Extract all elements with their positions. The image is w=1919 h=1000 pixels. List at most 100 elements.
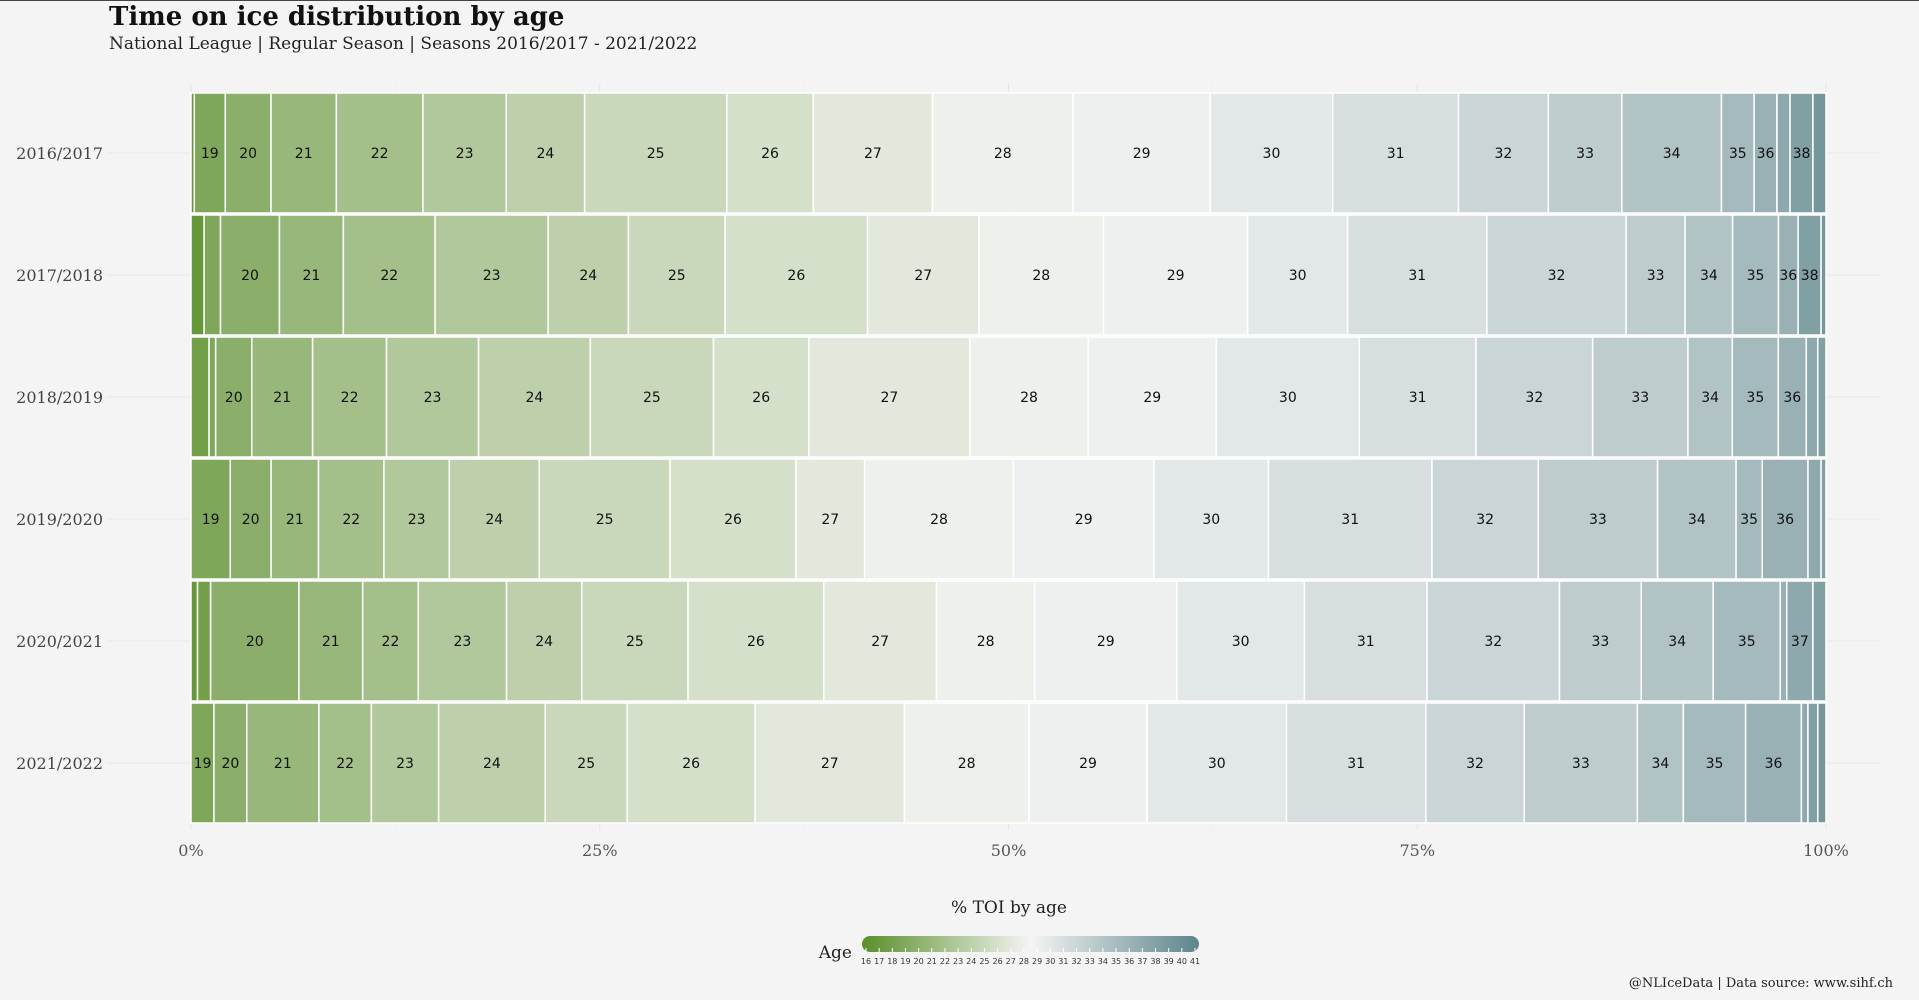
bar-segment — [270, 92, 338, 214]
bar-segment — [1246, 214, 1349, 336]
chart-title: Time on ice distribution by age — [109, 2, 565, 32]
legend-tick-label: 16 — [861, 957, 871, 966]
segment-label: 32 — [1525, 390, 1543, 406]
legend-tick-label: 22 — [940, 957, 950, 966]
segment-label: 35 — [1747, 268, 1765, 284]
bar-segment — [1779, 580, 1788, 702]
legend-tick-label: 35 — [1111, 957, 1121, 966]
segment-label: 36 — [1757, 146, 1775, 162]
legend-tick-label: 28 — [1019, 957, 1029, 966]
segment-label: 31 — [1357, 634, 1375, 650]
segment-label: 25 — [668, 268, 686, 284]
chart-caption: @NLIceData | Data source: www.sihf.ch — [1628, 976, 1893, 991]
segment-label: 31 — [1409, 390, 1427, 406]
segment-label: 32 — [1484, 634, 1502, 650]
legend-tick-label: 37 — [1137, 957, 1147, 966]
legend-tick-label: 34 — [1098, 957, 1108, 966]
legend-tick-label: 17 — [874, 957, 884, 966]
bar-segment — [1087, 336, 1218, 458]
segment-label: 31 — [1408, 268, 1426, 284]
bar-segment — [214, 336, 253, 458]
bar-segment — [385, 336, 480, 458]
bar-segment — [1636, 702, 1685, 824]
bar-segment — [278, 214, 345, 336]
bar-segment — [417, 580, 508, 702]
segment-label: 21 — [295, 146, 313, 162]
bar-segment — [1591, 336, 1689, 458]
bar-segment — [1656, 458, 1737, 580]
bar-segment — [1786, 580, 1814, 702]
segment-label: 24 — [535, 634, 553, 650]
bar-segment — [193, 92, 227, 214]
segment-label: 35 — [1706, 756, 1724, 772]
bar-segment — [1731, 336, 1780, 458]
bar-segment — [1209, 92, 1334, 214]
x-tick-label: 75% — [1399, 841, 1435, 860]
segment-label: 23 — [453, 634, 471, 650]
segment-label: 21 — [302, 268, 320, 284]
segment-label: 30 — [1279, 390, 1297, 406]
bar-segment — [1820, 214, 1827, 336]
bar-segment — [1720, 92, 1755, 214]
bar-segment — [583, 92, 728, 214]
bar-segment — [1761, 458, 1809, 580]
segment-label: 36 — [1765, 756, 1783, 772]
segment-label: 38 — [1793, 146, 1811, 162]
segment-label: 28 — [1020, 390, 1038, 406]
bars: 19 20 21 22 23 24 25 26 27 28 29 30 31 32 33 34 35 36 3820… — [190, 92, 1827, 824]
bar-segment — [208, 336, 217, 458]
segment-label: 24 — [526, 390, 544, 406]
bar-segment — [1072, 92, 1211, 214]
bar-segment — [1215, 336, 1361, 458]
segment-label: 28 — [958, 756, 976, 772]
segment-label: 20 — [239, 146, 257, 162]
segment-label: 23 — [396, 756, 414, 772]
segment-label: 20 — [246, 634, 264, 650]
segment-label: 37 — [1791, 634, 1809, 650]
segment-label: 36 — [1776, 512, 1794, 528]
segment-label: 33 — [1589, 512, 1607, 528]
segment-label: 21 — [273, 390, 291, 406]
segment-label: 23 — [408, 512, 426, 528]
bar-segment — [1425, 702, 1526, 824]
bar-segment — [589, 336, 715, 458]
bar-segment — [505, 92, 586, 214]
legend-tick-label: 39 — [1164, 957, 1174, 966]
segment-label: 29 — [1075, 512, 1093, 528]
segment-label: 26 — [747, 634, 765, 650]
legend-tick-label: 36 — [1124, 957, 1134, 966]
bar-segment — [931, 92, 1074, 214]
bar-segment — [434, 214, 549, 336]
bar-segment — [1028, 702, 1148, 824]
bar-segment — [866, 214, 980, 336]
segment-label: 26 — [724, 512, 742, 528]
legend-tick-label: 38 — [1150, 957, 1160, 966]
bar-segment — [1102, 214, 1249, 336]
segment-label: 23 — [456, 146, 474, 162]
bar-segment — [477, 336, 592, 458]
legend-tick-label: 40 — [1177, 957, 1187, 966]
bar-segment — [422, 92, 507, 214]
legend-tick-label: 27 — [1006, 957, 1016, 966]
bar-segment — [203, 214, 222, 336]
segment-label: 26 — [682, 756, 700, 772]
bar-segment — [1731, 214, 1780, 336]
segment-label: 26 — [761, 146, 779, 162]
bar-segment — [1431, 458, 1539, 580]
bar-segment — [1807, 702, 1819, 824]
segment-label: 29 — [1167, 268, 1185, 284]
bar-segment — [724, 214, 869, 336]
segment-label: 20 — [225, 390, 243, 406]
segment-label: 29 — [1097, 634, 1115, 650]
segment-label: 34 — [1651, 756, 1669, 772]
segment-label: 24 — [579, 268, 597, 284]
segment-label: 33 — [1591, 634, 1609, 650]
segment-label: 29 — [1079, 756, 1097, 772]
bar-segment — [1331, 92, 1460, 214]
segment-label: 32 — [1476, 512, 1494, 528]
segment-label: 34 — [1663, 146, 1681, 162]
segment-label: 28 — [994, 146, 1012, 162]
segment-label: 20 — [241, 268, 259, 284]
segment-label: 34 — [1668, 634, 1686, 650]
